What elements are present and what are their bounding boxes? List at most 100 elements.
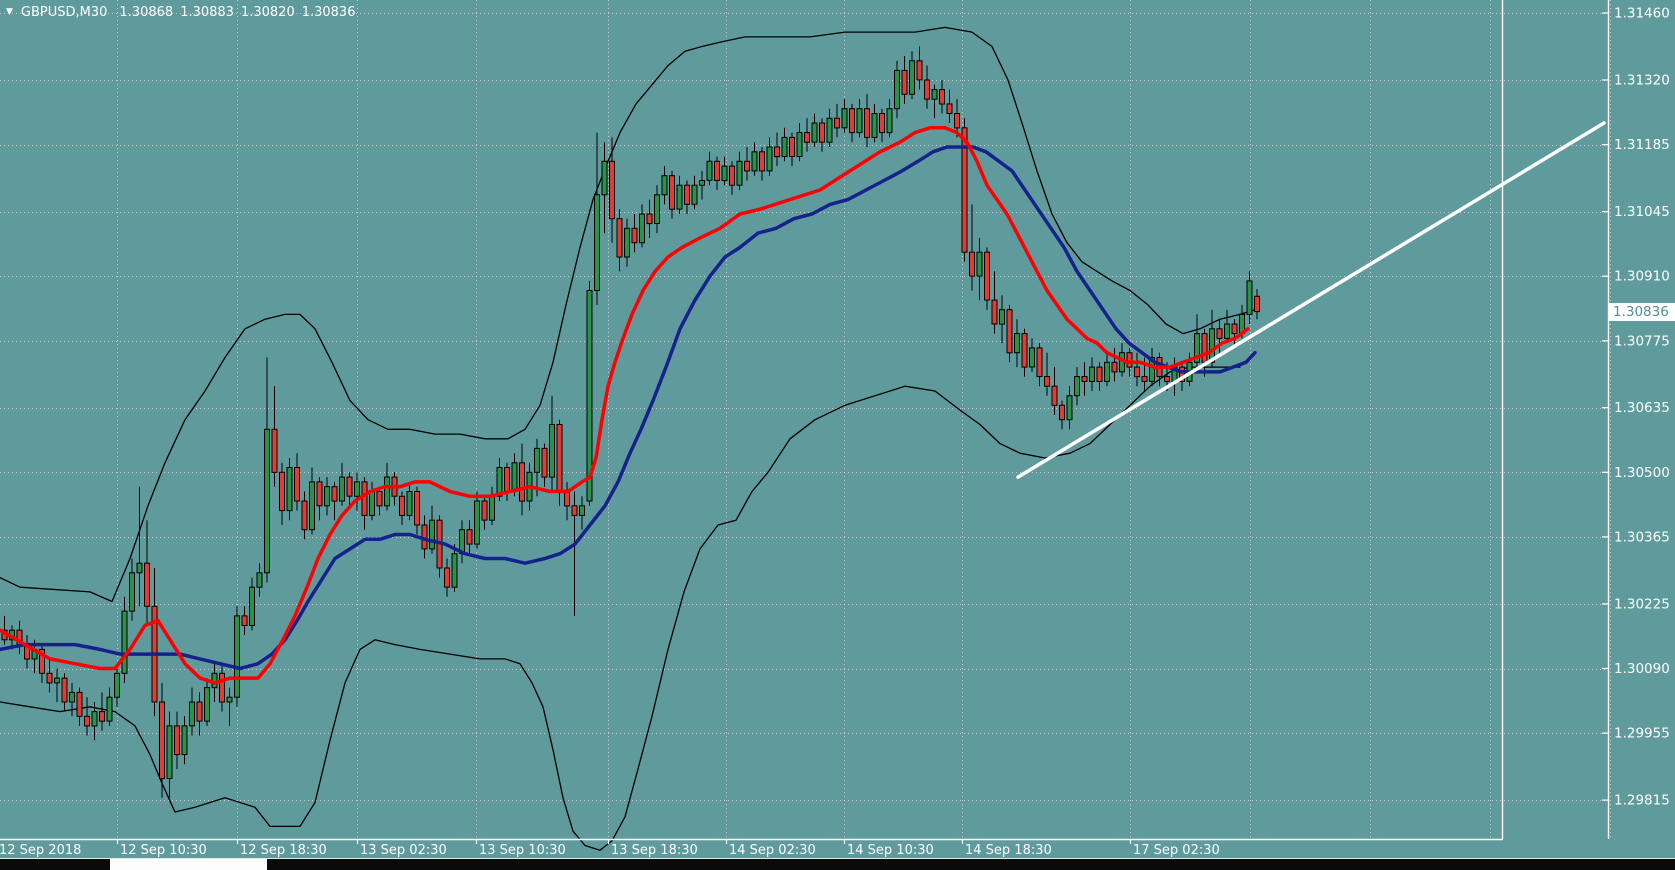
bull-candle <box>579 505 585 516</box>
bull-candle <box>264 428 270 574</box>
price-axis-label: 1.31045 <box>1614 204 1670 220</box>
bear-candle <box>946 103 953 115</box>
bull-candle <box>324 486 330 507</box>
bull-candle <box>136 562 143 574</box>
bear-candle <box>39 648 45 674</box>
trendline[interactable] <box>1016 121 1606 479</box>
chevron-down-icon[interactable]: ▼ <box>6 6 13 17</box>
chart-borders <box>0 0 1610 841</box>
time-axis-label: 13 Sep 10:30 <box>479 843 566 858</box>
bull-candle <box>286 467 293 512</box>
bear-candle <box>1164 376 1170 382</box>
bull-candle <box>1104 361 1110 382</box>
fast-ma-line <box>0 126 1250 685</box>
bar-open-value: 1.30868 <box>119 5 174 20</box>
bear-candle <box>46 672 53 684</box>
time-axis-label: 12 Sep 18:30 <box>240 843 327 858</box>
price-axis-label: 1.31460 <box>1614 6 1670 22</box>
price-axis-label: 1.31320 <box>1614 73 1670 89</box>
bull-candle <box>594 194 600 291</box>
bull-candle <box>781 136 788 157</box>
price-axis-label: 1.31185 <box>1614 137 1670 153</box>
bull-candle <box>496 467 503 497</box>
horizontal-scrollbar[interactable] <box>0 858 1675 870</box>
time-axis-label: 17 Sep 02:30 <box>1133 843 1220 858</box>
bear-candle <box>556 424 563 492</box>
time-axis-label: 14 Sep 02:30 <box>729 843 816 858</box>
bear-candle <box>744 160 750 172</box>
bull-candle <box>736 160 743 186</box>
bull-candle <box>1246 280 1253 315</box>
price-axis-label: 1.30365 <box>1614 529 1670 545</box>
price-axis-label: 1.29955 <box>1614 726 1670 742</box>
bull-candle <box>249 586 255 627</box>
bear-candle <box>376 491 383 507</box>
bear-candle <box>1081 376 1088 382</box>
time-axis-label: 13 Sep 18:30 <box>611 843 698 858</box>
bull-candle <box>204 687 210 722</box>
bear-candle <box>76 691 83 717</box>
time-axis[interactable]: 12 Sep 2018 12 Sep 10:30 12 Sep 18:30 13 Se… <box>0 839 1220 858</box>
bull-candle <box>1224 323 1230 339</box>
bull-candle <box>639 213 645 244</box>
bull-candle <box>534 447 540 473</box>
moving-averages-layer <box>0 126 1257 685</box>
bear-candle <box>99 711 105 722</box>
bear-candle <box>241 615 248 627</box>
bollinger-upper-band <box>0 26 1256 603</box>
symbol-timeframe-label: GBPUSD,M30 <box>20 5 108 20</box>
bear-candle <box>1044 376 1050 387</box>
time-axis-label: 14 Sep 18:30 <box>965 843 1052 858</box>
bull-candle <box>976 251 983 277</box>
bear-candle <box>361 481 368 516</box>
bear-candle <box>646 213 653 225</box>
bull-candle <box>796 132 803 158</box>
bull-candle <box>406 491 413 516</box>
bear-candle <box>969 251 975 277</box>
bear-candle <box>1006 309 1013 354</box>
bull-candle <box>886 108 893 134</box>
bear-candle <box>1141 376 1148 382</box>
bear-candle <box>789 136 795 157</box>
price-axis-label: 1.29815 <box>1614 793 1670 809</box>
bear-candle <box>466 529 473 545</box>
price-axis[interactable]: 1.31460 1.31320 1.31185 1.31045 1.30910 1.307… <box>1602 6 1670 809</box>
bear-candle <box>414 491 420 526</box>
bull-candle <box>1209 328 1215 363</box>
bull-candle <box>909 60 915 95</box>
bull-candle <box>234 615 240 698</box>
bull-candle <box>54 677 60 684</box>
bear-candle <box>1021 333 1028 368</box>
bear-candle <box>399 495 405 516</box>
bear-candle <box>1134 366 1140 378</box>
bar-low-value: 1.30820 <box>240 5 295 20</box>
bear-candle <box>346 476 353 497</box>
bear-candle <box>1036 347 1043 378</box>
bull-candle <box>826 117 833 143</box>
bull-candle <box>511 462 518 492</box>
bull-candle <box>474 500 480 545</box>
bear-candle <box>916 60 923 81</box>
bear-candle <box>61 677 68 703</box>
bull-candle <box>339 476 345 502</box>
bear-candle <box>196 701 203 722</box>
bar-close-value: 1.30836 <box>301 5 356 20</box>
time-axis-label: 14 Sep 10:30 <box>847 843 934 858</box>
bear-candle <box>1096 366 1103 383</box>
bear-candle <box>834 117 840 129</box>
bull-candle <box>841 108 848 129</box>
bull-candle <box>706 160 713 181</box>
bear-candle <box>1231 323 1238 335</box>
bull-candle <box>676 184 683 210</box>
bull-candle <box>931 89 938 100</box>
chart-title: ▼ GBPUSD,M30 1.30868 1.30883 1.30820 1.3… <box>6 5 362 20</box>
bull-candle <box>1014 333 1020 354</box>
candles-layer <box>1 46 1260 798</box>
bull-candle <box>121 610 128 674</box>
scrollbar-thumb[interactable] <box>110 859 267 870</box>
bear-candle <box>864 108 870 138</box>
bear-candle <box>631 227 638 244</box>
bull-candle <box>999 309 1005 325</box>
bull-candle <box>69 691 75 703</box>
